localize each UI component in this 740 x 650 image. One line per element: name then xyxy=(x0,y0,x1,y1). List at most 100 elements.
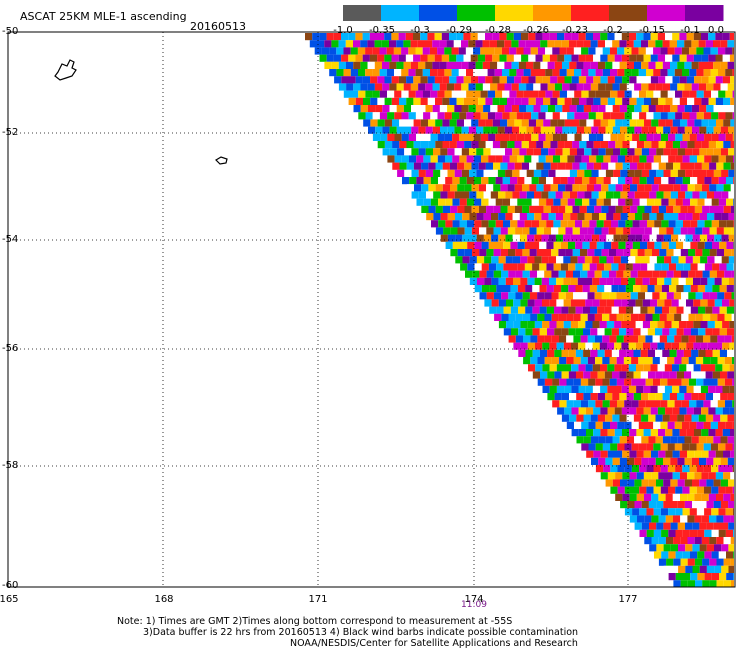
swath-pixel xyxy=(591,126,599,134)
swath-pixel xyxy=(548,234,556,242)
swath-pixel xyxy=(542,364,550,372)
swath-pixel xyxy=(670,105,678,113)
swath-pixel xyxy=(464,162,472,170)
swath-pixel xyxy=(641,436,649,444)
swath-pixel xyxy=(593,141,601,149)
swath-pixel xyxy=(547,328,555,336)
swath-pixel xyxy=(539,241,547,249)
swath-pixel xyxy=(658,515,666,523)
swath-pixel xyxy=(567,112,575,120)
swath-pixel xyxy=(355,97,363,105)
swath-pixel xyxy=(732,378,734,386)
swath-pixel xyxy=(704,198,712,206)
swath-pixel xyxy=(471,141,479,149)
swath-pixel xyxy=(446,40,454,48)
swath-pixel xyxy=(579,119,587,127)
swath-pixel xyxy=(621,364,629,372)
swath-pixel xyxy=(558,205,566,213)
swath-pixel xyxy=(609,378,617,386)
swath-pixel xyxy=(519,126,527,134)
swath-pixel xyxy=(437,155,445,163)
swath-pixel xyxy=(549,54,558,62)
swath-pixel xyxy=(720,501,729,509)
swath-pixel xyxy=(591,191,599,199)
swath-pixel xyxy=(568,241,576,249)
swath-pixel xyxy=(590,61,598,69)
swath-pixel xyxy=(658,472,666,480)
swath-pixel xyxy=(730,429,734,437)
swath-pixel xyxy=(584,126,592,134)
swath-pixel xyxy=(461,40,469,48)
swath-pixel xyxy=(401,133,409,141)
swath-pixel xyxy=(571,429,579,437)
swath-pixel xyxy=(573,335,581,343)
swath-pixel xyxy=(612,371,620,379)
swath-pixel xyxy=(699,501,707,509)
swath-pixel xyxy=(580,378,589,386)
swath-pixel xyxy=(723,141,731,149)
swath-pixel xyxy=(375,105,383,113)
swath-pixel xyxy=(460,263,468,271)
swath-pixel xyxy=(592,364,600,372)
swath-pixel xyxy=(611,285,619,293)
swath-pixel xyxy=(544,292,552,300)
swath-pixel xyxy=(682,133,690,141)
swath-pixel xyxy=(652,270,660,278)
swath-pixel xyxy=(689,112,697,120)
swath-pixel xyxy=(517,263,525,271)
swath-pixel xyxy=(432,105,440,113)
swath-pixel xyxy=(506,299,514,307)
swath-pixel xyxy=(482,61,490,69)
swath-pixel xyxy=(574,69,582,77)
swath-pixel xyxy=(417,40,425,48)
swath-pixel xyxy=(581,112,589,120)
swath-pixel xyxy=(695,357,704,365)
swath-pixel xyxy=(599,299,607,307)
swath-pixel xyxy=(588,421,596,429)
swath-pixel xyxy=(496,241,504,249)
swath-pixel xyxy=(619,83,627,91)
swath-pixel xyxy=(563,234,571,242)
swath-pixel xyxy=(730,472,734,480)
swath-pixel xyxy=(413,54,421,62)
swath-pixel xyxy=(544,249,552,257)
swath-pixel xyxy=(637,249,645,257)
swath-pixel xyxy=(598,191,606,199)
swath-pixel xyxy=(401,155,409,163)
swath-pixel xyxy=(607,97,615,105)
swath-pixel xyxy=(652,335,660,343)
swath-pixel xyxy=(549,385,557,393)
swath-pixel xyxy=(600,76,608,84)
swath-pixel xyxy=(420,54,428,62)
swath-pixel xyxy=(529,184,537,192)
swath-pixel xyxy=(693,277,701,285)
swath-pixel xyxy=(454,105,462,113)
swath-pixel xyxy=(656,522,664,530)
swath-pixel xyxy=(439,83,447,91)
swath-pixel xyxy=(622,493,630,501)
swath-pixel xyxy=(475,40,483,48)
swath-pixel xyxy=(492,76,500,84)
swath-pixel xyxy=(585,342,593,350)
swath-pixel xyxy=(580,270,588,278)
swath-pixel xyxy=(697,155,705,163)
swath-pixel xyxy=(649,522,657,530)
swath-pixel xyxy=(665,515,673,523)
swath-pixel xyxy=(610,133,618,141)
swath-pixel xyxy=(628,342,636,350)
swath-pixel xyxy=(415,112,424,120)
swath-pixel xyxy=(594,313,603,321)
swath-pixel xyxy=(656,213,664,221)
swath-pixel xyxy=(631,378,639,386)
swath-pixel xyxy=(531,220,539,228)
swath-pixel xyxy=(516,133,525,141)
swath-pixel xyxy=(438,220,446,228)
swath-pixel xyxy=(684,414,692,422)
swath-pixel xyxy=(476,213,484,221)
colorbar-label: -0.29 xyxy=(446,25,472,36)
swath-pixel xyxy=(518,61,526,69)
swath-pixel xyxy=(561,393,569,401)
swath-pixel xyxy=(626,306,634,314)
swath-pixel xyxy=(730,184,734,192)
swath-pixel xyxy=(402,177,410,185)
